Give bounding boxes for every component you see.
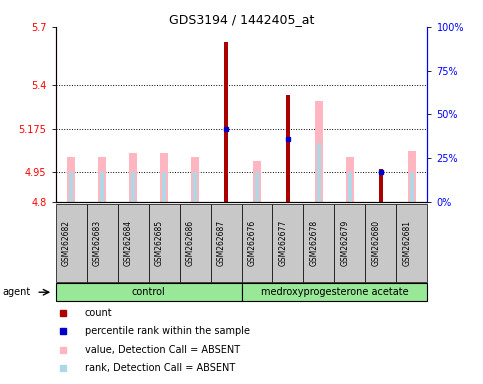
Bar: [224, 42, 228, 202]
Bar: [162, 172, 167, 202]
Bar: [348, 172, 353, 202]
Bar: [255, 172, 259, 202]
Text: count: count: [85, 308, 112, 318]
Bar: [193, 172, 198, 202]
Text: percentile rank within the sample: percentile rank within the sample: [85, 326, 250, 336]
Text: GSM262683: GSM262683: [93, 220, 102, 266]
Text: GSM262686: GSM262686: [186, 220, 195, 266]
Text: medroxyprogesterone acetate: medroxyprogesterone acetate: [261, 287, 408, 297]
Bar: [410, 172, 414, 202]
Bar: [316, 143, 321, 202]
Bar: [69, 172, 73, 202]
Text: control: control: [132, 287, 165, 297]
Text: GSM262684: GSM262684: [124, 220, 133, 266]
Bar: [379, 169, 383, 202]
Bar: [99, 172, 104, 202]
Bar: [253, 161, 261, 202]
Text: GSM262685: GSM262685: [155, 220, 164, 266]
Bar: [314, 101, 323, 202]
Bar: [67, 157, 75, 202]
Text: GSM262676: GSM262676: [248, 220, 257, 266]
Bar: [130, 172, 135, 202]
Text: GSM262680: GSM262680: [372, 220, 381, 266]
Text: GSM262678: GSM262678: [310, 220, 319, 266]
Text: rank, Detection Call = ABSENT: rank, Detection Call = ABSENT: [85, 363, 235, 373]
Text: GSM262682: GSM262682: [62, 220, 71, 266]
Text: GSM262677: GSM262677: [279, 220, 288, 266]
Text: agent: agent: [2, 287, 30, 297]
Text: GSM262681: GSM262681: [403, 220, 412, 266]
Bar: [408, 151, 416, 202]
Bar: [98, 157, 106, 202]
Bar: [160, 153, 169, 202]
Bar: [128, 153, 137, 202]
Bar: [191, 157, 199, 202]
Text: GSM262687: GSM262687: [217, 220, 226, 266]
Bar: [286, 95, 290, 202]
Text: GSM262679: GSM262679: [341, 220, 350, 266]
Text: GDS3194 / 1442405_at: GDS3194 / 1442405_at: [169, 13, 314, 26]
Text: value, Detection Call = ABSENT: value, Detection Call = ABSENT: [85, 345, 240, 355]
Bar: [346, 157, 355, 202]
